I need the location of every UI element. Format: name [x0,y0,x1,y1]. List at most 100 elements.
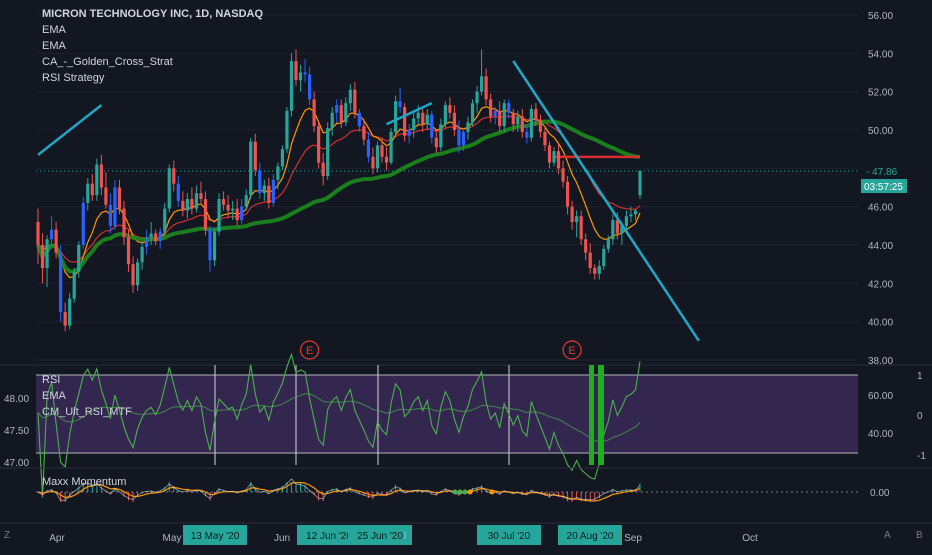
candle-body [624,216,629,226]
month-label: Sep [624,533,642,544]
symbol-title[interactable]: MICRON TECHNOLOGY INC, 1D, NASDAQ [42,8,264,20]
candle-body [339,105,343,123]
candle-body [235,208,239,221]
settings-b-button[interactable]: B [916,530,923,541]
candles [36,49,642,332]
candle-body [633,210,638,215]
candle-body [470,103,475,123]
candle-body [353,89,357,113]
candle-body [366,139,371,157]
candle-body [307,74,312,100]
date-highlight-box[interactable] [183,525,247,545]
candle-body [448,105,452,113]
candle-body [547,145,552,163]
candle-body [140,246,144,263]
date-highlight-label: 25 Jun '20 [357,531,403,542]
auto-scale-button[interactable]: A [884,530,891,541]
candle-body [54,229,58,253]
candle-body [149,233,153,238]
candle-body [371,156,375,169]
candle-body [593,268,597,274]
candle-body [507,103,511,113]
rsi-tick-label: -1 [917,451,926,462]
candle-body [289,61,294,111]
trendlines[interactable] [37,60,700,342]
date-highlight-box[interactable] [558,525,622,545]
trendline-1[interactable] [385,102,433,126]
rsi-left-tick-label: 47.50 [4,426,29,437]
price-axis[interactable]: 56.0054.0052.0050.0048.0046.0044.0042.00… [861,11,908,367]
candle-body [602,248,606,267]
trendline-2[interactable] [512,60,700,342]
countdown-label: 03:57:25 [864,182,903,193]
momentum-dot [462,489,468,495]
candle-body [439,124,443,148]
candle-body [104,187,108,205]
price-tick-label: 46.00 [868,203,893,214]
indicator-cm-ult-rsi[interactable]: CM_Ult_RSI_MTF [42,406,132,418]
price-tick-label: 50.00 [868,126,893,137]
candle-body [321,162,325,176]
candle-body [584,239,588,253]
date-highlight-box[interactable] [297,525,361,545]
momentum-pane[interactable]: 0.00 [0,467,932,502]
indicator-ema-slow[interactable]: EMA [42,40,66,52]
month-label: Oct [742,533,758,544]
candle-body [108,204,113,226]
month-label: May [163,533,182,544]
timezone-button[interactable]: Z [4,530,11,541]
candle-body [45,239,49,268]
indicator-rsi-strategy[interactable]: RSI Strategy [42,72,105,84]
candle-body [552,151,556,163]
candle-body [95,164,99,196]
indicator-golden-cross[interactable]: CA_-_Golden_Cross_Strat [42,56,173,68]
candle-body [285,110,289,150]
rsi-left-tick-label: 47.00 [4,458,29,469]
last-price-label: - 47.86 [866,167,898,178]
trendline-0[interactable] [37,104,103,156]
date-highlight-label: 13 May '20 [191,531,240,542]
earnings-marker-label: E [306,345,313,357]
momentum-dot [452,489,458,495]
indicator-ema-fast[interactable]: EMA [42,24,66,36]
candle-body [190,199,194,209]
earnings-marker[interactable] [299,340,320,360]
candle-body [122,208,126,238]
candle-body [484,76,488,100]
candle-body [271,179,275,203]
earnings-marker-label: E [568,345,575,357]
candle-body [326,128,330,176]
candle-body [154,233,158,242]
candle-body [412,118,416,130]
candle-body [181,200,185,211]
price-tick-label: 56.00 [868,11,893,22]
candle-body [466,122,470,132]
candle-body [72,271,76,299]
price-tick-label: 38.00 [868,356,893,367]
indicator-rsi[interactable]: RSI [42,374,61,386]
date-highlight-box[interactable] [477,525,541,545]
candle-body [59,252,63,313]
candle-body [434,137,438,148]
candle-body [36,222,40,245]
price-tick-label: 52.00 [868,88,893,99]
indicator-maxx-momentum[interactable]: Maxx Momentum [42,476,127,488]
candle-body [493,110,497,117]
time-axis[interactable]: Apr May Jun Sep Oct 13 May '20 12 Jun '20 25 Ju… [0,522,932,545]
candle-body [262,185,266,194]
candle-body [588,252,592,268]
rsi-pane[interactable]: 1 60.00 0 40.00 -1 48.00 47.50 47.00 [0,352,932,498]
earnings-marker[interactable] [562,340,582,360]
candle-body [221,199,226,205]
month-label: Jun [274,533,290,544]
momentum-dot [457,489,463,495]
candle-body [194,193,199,209]
candle-body [348,89,352,104]
indicator-rsi-ema[interactable]: EMA [42,390,66,402]
candle-body [421,112,425,125]
momentum-line [37,478,641,501]
date-highlight-box[interactable] [348,525,412,545]
candle-body [172,168,176,184]
